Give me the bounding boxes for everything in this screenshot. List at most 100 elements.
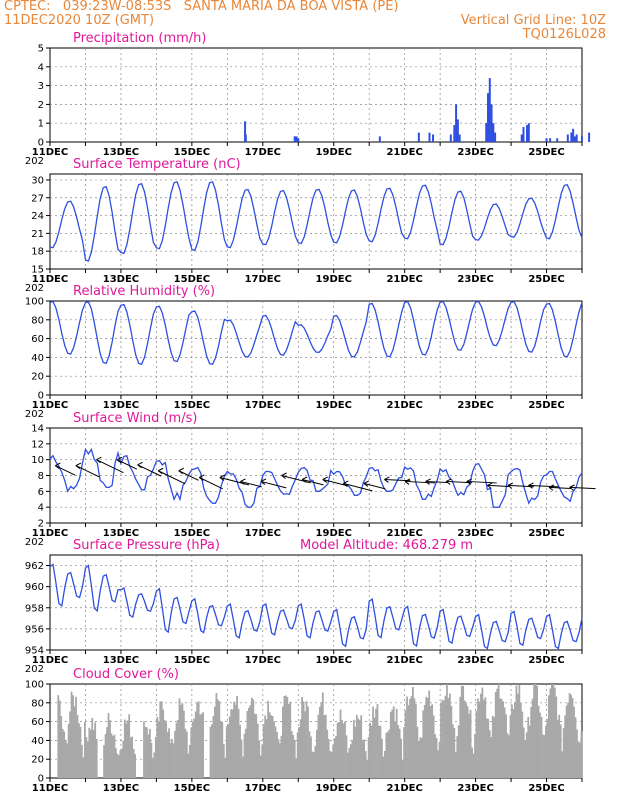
cloud-xtick-label: 25DEC — [528, 783, 564, 794]
cloud-ytick-label: 100 — [25, 680, 44, 691]
header-grid-line: Vertical Grid Line: 10Z — [460, 13, 606, 28]
cloud-bar — [212, 716, 215, 778]
temp-xtick-label: 11DEC — [32, 274, 68, 285]
cloud-ytick-label: 20 — [31, 755, 44, 766]
cloud-bar — [490, 737, 493, 778]
precip-xtick-year: 202 — [25, 156, 44, 167]
wind-xtick-label: 15DEC — [174, 528, 210, 539]
cloud-bar — [286, 697, 289, 778]
cloud-bar — [543, 734, 546, 778]
cloud-bar — [75, 696, 77, 778]
cloud-bar — [280, 735, 283, 778]
cloud-bar — [318, 706, 321, 778]
cloud-bar — [512, 709, 515, 778]
rh-ytick-label: 20 — [31, 372, 44, 383]
press-title: Surface Pressure (hPa) — [73, 538, 220, 553]
cloud-bar — [193, 718, 196, 778]
cloud-bar — [147, 734, 150, 778]
cloud-bar — [477, 698, 479, 778]
cloud-bar — [305, 701, 308, 778]
cloud-bar — [218, 701, 221, 778]
wind-arrow-shaft — [302, 478, 324, 486]
cloud-bar — [511, 704, 513, 778]
cloud-bar — [412, 686, 414, 778]
cloud-bar — [567, 702, 569, 778]
precip-bar — [378, 136, 381, 142]
wind-arrow-shaft — [178, 470, 199, 481]
cloud-bar — [515, 685, 518, 778]
cloud-bar — [144, 726, 147, 778]
temp-title: Surface Temperature (nC) — [73, 157, 241, 172]
cloud-bar — [348, 747, 351, 778]
cloud-bar — [556, 719, 559, 778]
cloud-ytick-label: 0 — [38, 774, 44, 785]
cloud-bar — [165, 722, 168, 778]
cloud-bar — [573, 706, 575, 778]
cloud-bar — [381, 738, 383, 778]
cloud-bar — [413, 698, 416, 778]
cloud-bar — [107, 712, 110, 778]
cloud-bar — [444, 695, 447, 778]
cloud-bar — [252, 699, 255, 778]
cloud-bar — [450, 705, 453, 778]
temp-xtick-label: 25DEC — [528, 274, 564, 285]
precip-ytick-label: 4 — [38, 62, 44, 73]
wind-title: Surface Wind (m/s) — [73, 411, 197, 426]
wind-arrow-shaft — [116, 459, 138, 470]
cloud-bar — [273, 721, 275, 778]
cloud-bar — [116, 753, 119, 778]
panel-precip: 0 1 2 3 4 5 11DEC 13DEC 15DEC 17DEC 19DEC 21DEC 23DE… — [25, 31, 591, 167]
cloud-bar — [525, 732, 528, 778]
rh-xtick-label: 25DEC — [528, 400, 564, 411]
cloud-bar — [326, 729, 329, 778]
cloud-bar — [112, 735, 114, 778]
cloud-bar — [72, 695, 74, 778]
cloud-bar — [132, 748, 135, 778]
cloud-bar — [154, 737, 157, 778]
wind-arrow-head — [404, 478, 411, 485]
cloud-bar — [261, 744, 264, 778]
cloud-bar — [570, 694, 572, 778]
cloud-bar — [373, 717, 376, 778]
cloud-bar — [311, 751, 314, 778]
cloud-bar — [317, 714, 320, 778]
cloud-bar — [175, 722, 178, 778]
temp-ytick-label: 30 — [31, 175, 44, 186]
rh-frame — [49, 300, 583, 396]
panel-press: 954 956 958 960 962 11DEC 13DEC 15DEC 17DEC 19DEC… — [25, 538, 583, 675]
cloud-bar — [156, 716, 159, 778]
cloud-bar — [82, 757, 85, 778]
cloud-bar — [122, 740, 125, 778]
cloud-bar — [256, 723, 259, 778]
cloud-bar — [502, 701, 504, 778]
press-xtick-label: 11DEC — [32, 655, 68, 666]
cloud-bar — [457, 725, 460, 778]
cloud-bar — [375, 708, 377, 778]
cloud-bar — [417, 740, 420, 778]
cloud-bar — [298, 727, 301, 778]
cloud-bar — [117, 755, 120, 778]
cloud-bar — [437, 750, 439, 778]
rh-ytick-label: 80 — [31, 315, 44, 326]
cloud-ytick-label: 80 — [31, 698, 44, 709]
cloud-bar — [301, 697, 303, 778]
precip-xtick-label: 25DEC — [528, 147, 564, 158]
cloud-bar — [313, 752, 315, 778]
cloud-bar — [500, 698, 503, 778]
cloud-bar — [86, 741, 89, 778]
cloud-bar — [482, 699, 485, 778]
precip-bar — [244, 121, 247, 142]
cloud-bar — [469, 709, 472, 778]
cloud-bar — [484, 697, 487, 778]
precip-bar — [581, 136, 583, 142]
cloud-bar — [536, 685, 538, 778]
wind-arrow-shaft — [487, 484, 510, 487]
cloud-bar — [88, 727, 91, 778]
cloud-bar — [568, 692, 571, 778]
cloud-bar — [369, 722, 371, 778]
press-frame — [49, 554, 583, 651]
precip-bar — [244, 134, 247, 142]
precip-xtick-label: 23DEC — [457, 147, 493, 158]
header-station: CPTEC: 039:23W-08:53S SANTA MARIA DA BOA… — [4, 0, 399, 14]
cloud-bar — [316, 729, 318, 778]
